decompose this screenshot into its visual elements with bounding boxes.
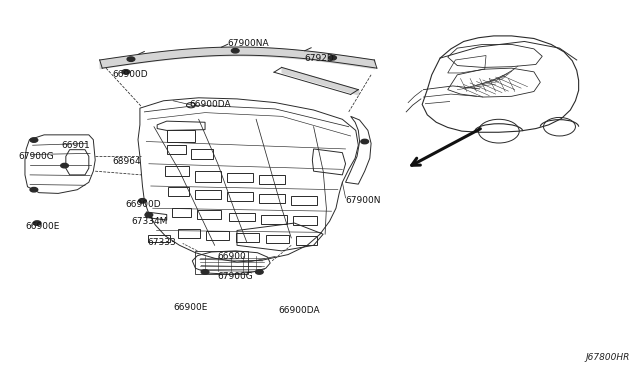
- Text: 66900DA: 66900DA: [189, 100, 230, 109]
- Circle shape: [201, 270, 209, 274]
- Circle shape: [30, 138, 38, 142]
- Circle shape: [255, 270, 263, 274]
- Circle shape: [232, 48, 239, 53]
- Text: 67900N: 67900N: [346, 196, 381, 205]
- Text: 66901: 66901: [61, 141, 90, 150]
- Circle shape: [122, 70, 130, 74]
- Text: 66900D: 66900D: [113, 70, 148, 79]
- Text: 66900E: 66900E: [25, 222, 60, 231]
- Circle shape: [139, 199, 147, 203]
- Text: 6792D: 6792D: [304, 54, 334, 62]
- Circle shape: [329, 55, 337, 60]
- Circle shape: [145, 213, 153, 217]
- Circle shape: [61, 163, 68, 168]
- Text: 67334M: 67334M: [132, 217, 168, 226]
- Circle shape: [33, 221, 41, 225]
- Text: 68964: 68964: [113, 157, 141, 166]
- Text: 66900DA: 66900DA: [278, 306, 320, 315]
- Circle shape: [30, 187, 38, 192]
- Text: 67900G: 67900G: [218, 272, 253, 281]
- Text: 67333: 67333: [148, 238, 177, 247]
- Circle shape: [127, 57, 135, 61]
- Text: 66900E: 66900E: [173, 303, 207, 312]
- Text: 66900: 66900: [218, 252, 246, 261]
- Text: 66900D: 66900D: [125, 200, 161, 209]
- Text: 67900NA: 67900NA: [227, 39, 269, 48]
- Text: 67900G: 67900G: [19, 152, 54, 161]
- Text: J67800HR: J67800HR: [586, 353, 630, 362]
- Circle shape: [361, 139, 369, 144]
